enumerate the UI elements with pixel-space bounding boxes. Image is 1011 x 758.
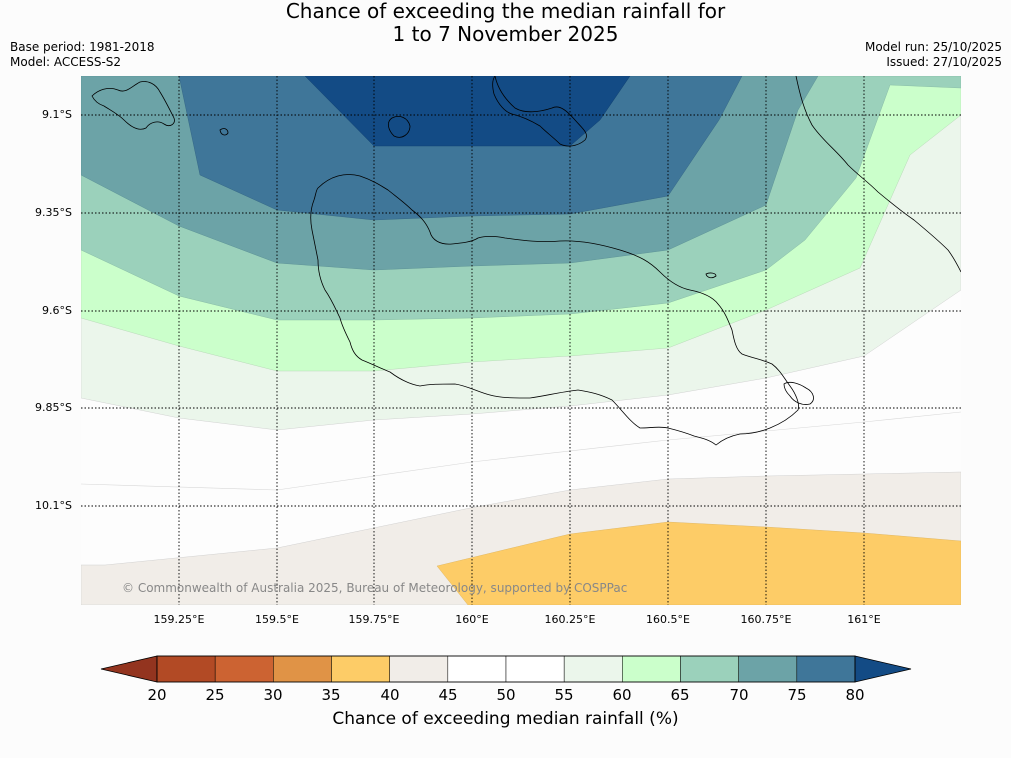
graticule [81,76,961,605]
meta-left: Base period: 1981-2018 Model: ACCESS-S2 [10,40,155,70]
colorbar-tick-label: 35 [321,686,341,704]
colorbar-tick-label: 75 [787,686,807,704]
coastline-islet [388,116,411,138]
colorbar-tick-label: 60 [612,686,632,704]
colorbar-bin [505,655,565,683]
colorbar-under-triangle [100,655,158,683]
colorbar-bin [389,655,449,683]
colorbar-bin [214,655,274,683]
colorbar-bin [796,655,856,683]
contour-layers [81,76,961,605]
lon-label: 160°E [455,613,489,626]
model-run: Model run: 25/10/2025 [864,40,1002,54]
colorbar-frame [156,655,856,683]
title-line-2: 1 to 7 November 2025 [392,22,619,46]
lat-label: 9.1°S [42,108,72,121]
lon-label: 160.75°E [740,613,792,626]
colorbar-title: Chance of exceeding median rainfall (%) [332,709,679,729]
lat-label: 9.85°S [35,401,72,414]
lat-label: 9.6°S [42,304,72,317]
colorbar-bin [563,655,623,683]
model-name: Model: ACCESS-S2 [10,55,122,69]
colorbar-tick-label: 80 [845,686,865,704]
colorbar-bin [273,655,332,683]
lon-label: 159.75°E [348,613,400,626]
colorbar-tick-label: 30 [263,686,283,704]
colorbar-over-triangle [854,655,912,683]
colorbar-bin [331,655,390,683]
contour-35-40 [436,521,961,605]
colorbar-tick-label: 55 [554,686,574,704]
colorbar-bin [738,655,798,683]
coastline-small-islet [705,272,717,279]
copyright-credit: © Commonwealth of Australia 2025, Bureau… [122,581,628,595]
colorbar-tick-label: 25 [205,686,225,704]
colorbar-tick-label: 65 [670,686,690,704]
lon-label: 160.25°E [544,613,596,626]
coastline-florida-west [91,81,175,130]
colorbar-tick-label: 20 [147,686,167,704]
colorbar-bin [622,655,681,683]
lon-label: 159.5°E [255,613,299,626]
colorbar-tick-label: 50 [496,686,516,704]
colorbar [100,655,912,683]
colorbar-bin [447,655,507,683]
colorbar-bin [680,655,739,683]
lon-label: 159.25°E [153,613,205,626]
issued-date: Issued: 27/10/2025 [886,55,1002,69]
colorbar-tick-label: 40 [380,686,400,704]
coastline-malaita [795,76,961,273]
colorbar-tick-label: 70 [729,686,749,704]
coastline-nggela-islands [492,76,587,147]
coastlines [91,76,961,446]
lat-label: 10.1°S [35,499,72,512]
chart-title: Chance of exceeding the median rainfall … [0,0,1011,46]
lon-label: 161°E [847,613,881,626]
lat-label: 9.35°S [35,206,72,219]
lon-label: 160.5°E [646,613,690,626]
title-line-1: Chance of exceeding the median rainfall … [285,0,726,23]
meta-right: Model run: 25/10/2025 Issued: 27/10/2025 [865,40,1002,70]
colorbar-tick-label: 45 [438,686,458,704]
coastline-savo [219,128,229,136]
base-period: Base period: 1981-2018 [10,40,155,54]
colorbar-bin [156,655,216,683]
coastline-islets-east [783,381,814,405]
coastline-guadalcanal [310,174,799,446]
